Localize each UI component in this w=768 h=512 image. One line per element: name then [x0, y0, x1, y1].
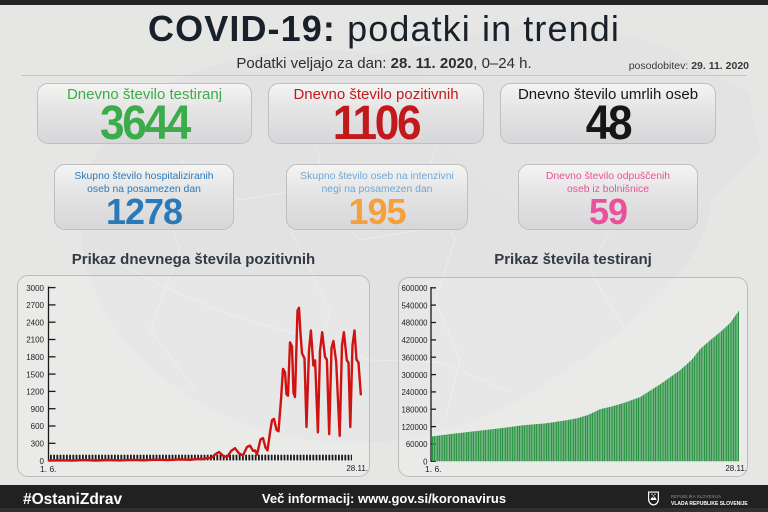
- svg-text:1. 6.: 1. 6.: [40, 464, 57, 474]
- svg-text:600: 600: [31, 422, 45, 431]
- svg-text:360000: 360000: [401, 353, 428, 362]
- svg-text:0: 0: [423, 458, 428, 467]
- svg-text:1. 6.: 1. 6.: [425, 464, 442, 474]
- svg-text:180000: 180000: [401, 405, 428, 414]
- svg-text:1800: 1800: [26, 353, 44, 362]
- svg-text:28.11.: 28.11.: [346, 464, 368, 473]
- svg-text:300: 300: [31, 440, 45, 449]
- svg-text:28.11.: 28.11.: [725, 464, 747, 473]
- svg-text:480000: 480000: [401, 319, 428, 328]
- svg-text:2100: 2100: [26, 336, 44, 345]
- svg-text:900: 900: [31, 405, 45, 414]
- svg-text:VLADA REPUBLIKE SLOVENIJE: VLADA REPUBLIKE SLOVENIJE: [671, 501, 748, 507]
- svg-text:0: 0: [40, 457, 45, 466]
- svg-text:600000: 600000: [401, 284, 428, 293]
- svg-text:2400: 2400: [26, 318, 44, 327]
- svg-text:120000: 120000: [401, 423, 428, 432]
- svg-text:REPUBLIKA SLOVENIJA: REPUBLIKA SLOVENIJA: [671, 494, 721, 499]
- svg-text:3000: 3000: [26, 284, 44, 293]
- svg-text:240000: 240000: [401, 388, 428, 397]
- svg-text:540000: 540000: [401, 301, 428, 310]
- svg-text:300000: 300000: [401, 371, 428, 380]
- svg-text:60000: 60000: [406, 440, 428, 449]
- svg-text:2700: 2700: [26, 301, 44, 310]
- svg-text:420000: 420000: [401, 336, 428, 345]
- svg-text:1500: 1500: [26, 370, 44, 379]
- svg-text:1200: 1200: [26, 388, 44, 397]
